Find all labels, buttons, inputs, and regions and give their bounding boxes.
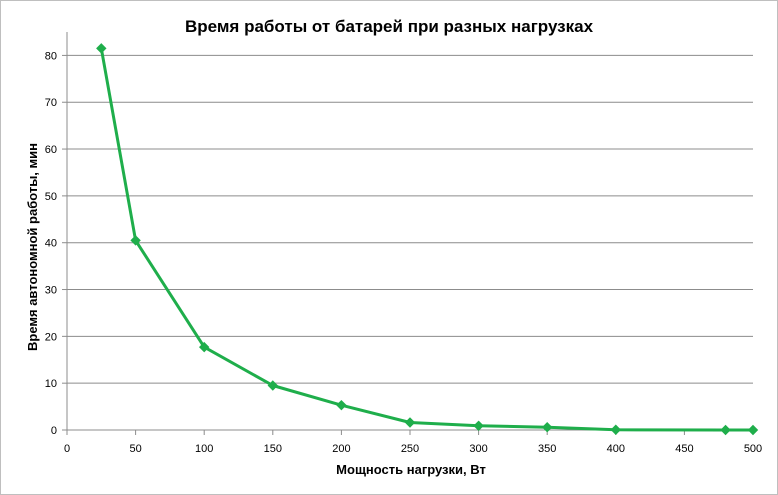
y-tick-label: 60: [45, 144, 57, 156]
y-tick-label: 10: [45, 378, 57, 390]
y-tick-label: 20: [45, 331, 57, 343]
y-tick-label: 70: [45, 97, 57, 109]
chart-title: Время работы от батарей при разных нагру…: [185, 17, 594, 36]
series: [96, 43, 759, 436]
x-tick-label: 50: [129, 443, 141, 455]
data-point-marker: [96, 43, 107, 54]
x-axis-label: Мощность нагрузки, Вт: [336, 462, 486, 477]
series-line: [99, 48, 753, 432]
y-axis-label: Время автономной работы, мин: [25, 143, 40, 351]
y-tick-label: 30: [45, 285, 57, 297]
x-tick-label: 450: [675, 443, 693, 455]
x-tick-label: 300: [469, 443, 487, 455]
tick-labels: 0 10 20 30 40 50 60 70 80 0 50 100 150 200 250 300 350 40…: [45, 50, 762, 455]
x-tick-label: 250: [401, 443, 419, 455]
data-point-marker: [473, 420, 484, 431]
data-point-marker: [198, 341, 210, 353]
y-tick-label: 0: [51, 425, 57, 437]
data-point-marker: [336, 399, 347, 411]
y-tick-label: 50: [45, 191, 57, 203]
grid-lines: [67, 54, 753, 384]
data-point-marker: [130, 235, 141, 246]
x-tick-label: 100: [195, 443, 213, 455]
x-tick-label: 500: [744, 443, 762, 455]
x-tick-label: 200: [332, 443, 350, 455]
data-point-marker: [720, 424, 731, 436]
data-point-marker: [747, 424, 759, 436]
data-point-marker: [610, 424, 622, 435]
x-tick-label: 150: [264, 443, 282, 455]
data-point-marker: [404, 417, 416, 428]
y-tick-label: 40: [45, 238, 57, 250]
y-tick-label: 80: [45, 50, 57, 62]
x-tick-label: 0: [64, 443, 70, 455]
data-point-marker: [267, 380, 279, 391]
data-point-marker: [541, 421, 553, 433]
x-tick-label: 400: [607, 443, 625, 455]
axes: [62, 32, 754, 435]
x-tick-label: 350: [538, 443, 556, 455]
